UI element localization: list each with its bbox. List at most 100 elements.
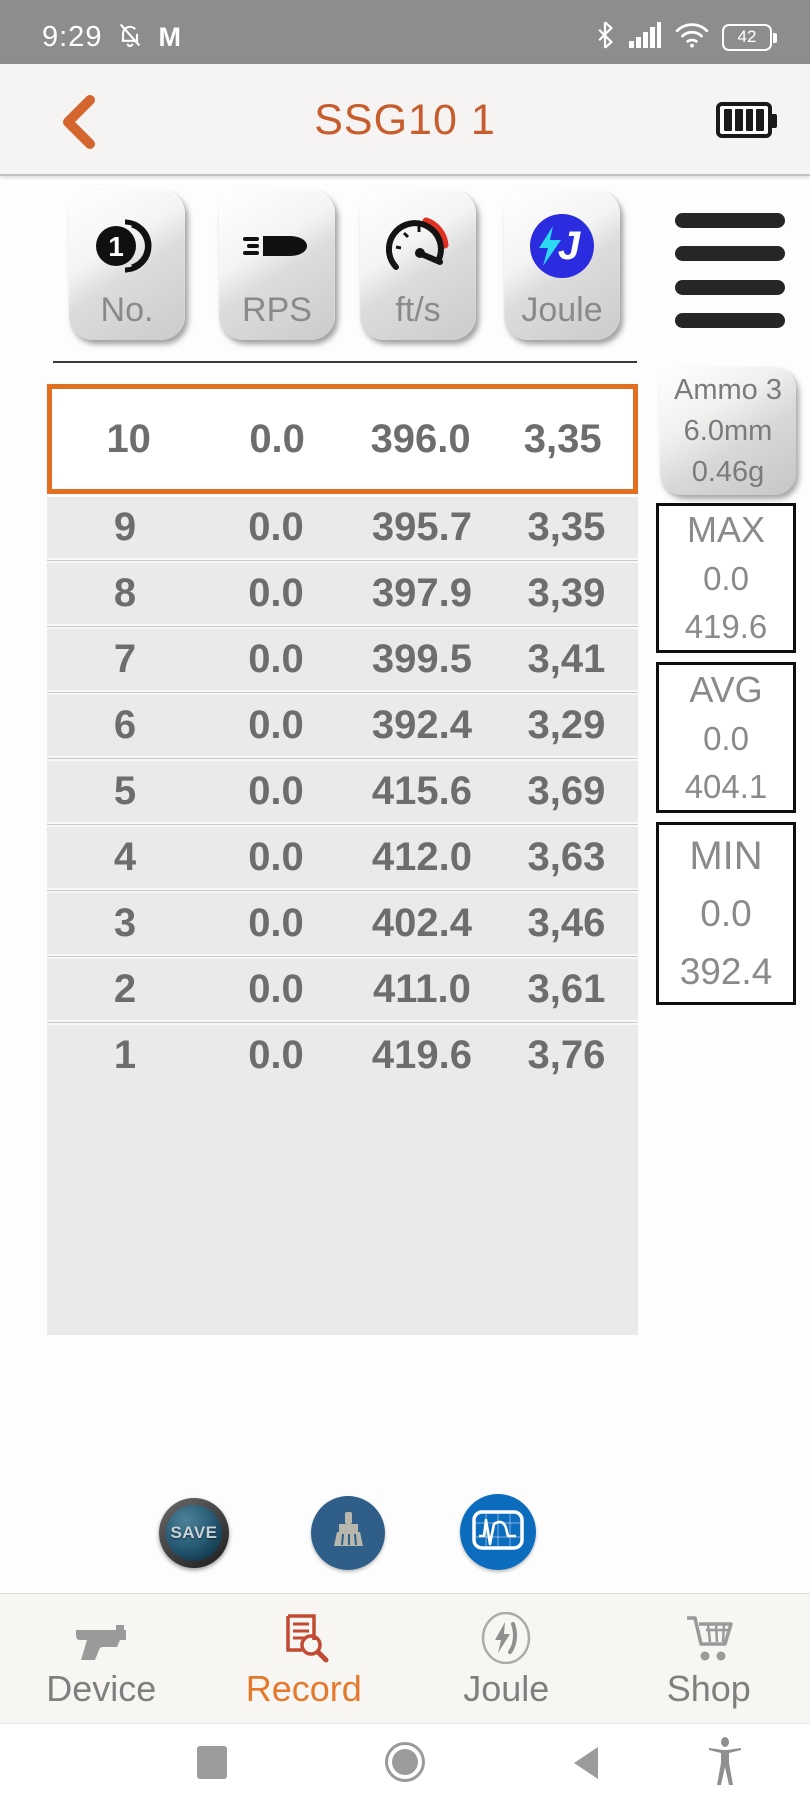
- svg-text:1: 1: [108, 231, 124, 262]
- cell-joule: 3,35: [523, 416, 602, 461]
- table-row[interactable]: 8 0.0 397.9 3,39: [47, 563, 638, 624]
- cell-no: 10: [106, 416, 151, 461]
- cell-rps: 0.0: [248, 769, 304, 813]
- stat-rps: 0.0: [703, 719, 749, 757]
- column-label: Joule: [521, 291, 603, 329]
- cell-no: 4: [113, 835, 137, 879]
- cell-no: 7: [113, 637, 137, 681]
- cell-no: 1: [113, 1033, 137, 1077]
- column-label: RPS: [242, 291, 312, 329]
- bottom-nav: Device Record: [0, 1593, 810, 1723]
- stat-box-max: MAX 0.0 419.6: [656, 503, 796, 653]
- stat-label: AVG: [689, 668, 763, 710]
- tab-shop[interactable]: Shop: [608, 1594, 810, 1723]
- recents-square-icon[interactable]: [197, 1746, 227, 1779]
- table-row[interactable]: 3 0.0 402.4 3,46: [47, 893, 638, 954]
- cell-joule: 3,29: [527, 703, 606, 747]
- status-bar: 9:29 M: [0, 0, 810, 64]
- cell-rps: 0.0: [248, 967, 304, 1011]
- table-top-divider: [53, 361, 637, 363]
- mute-bell-icon: [116, 21, 144, 54]
- cell-rps: 0.0: [248, 571, 304, 615]
- stat-box-avg: AVG 0.0 404.1: [656, 662, 796, 813]
- home-circle-icon[interactable]: [385, 1742, 425, 1782]
- stat-label: MIN: [689, 833, 763, 878]
- ammo-weight: 0.46g: [691, 455, 765, 488]
- signal-bars-icon: [628, 21, 662, 54]
- column-button-no[interactable]: 1 No.: [69, 190, 185, 340]
- accessibility-icon[interactable]: [708, 1736, 742, 1793]
- cell-no: 3: [113, 901, 137, 945]
- table-row[interactable]: 9 0.0 395.7 3,35: [47, 497, 638, 558]
- cell-joule: 3,61: [527, 967, 606, 1011]
- wifi-icon: [675, 21, 709, 54]
- gauge-icon: [386, 204, 450, 288]
- cell-rps: 0.0: [248, 835, 304, 879]
- ammo-size: 6.0mm: [683, 414, 773, 447]
- ammo-selector-button[interactable]: Ammo 3 6.0mm 0.46g: [660, 367, 796, 495]
- cell-rps: 0.0: [248, 505, 304, 549]
- bluetooth-icon: [595, 20, 615, 54]
- cell-no: 5: [113, 769, 137, 813]
- cell-joule: 3,41: [527, 637, 606, 681]
- table-row[interactable]: 4 0.0 412.0 3,63: [47, 827, 638, 888]
- shot-list: 9 0.0 395.7 3,35 8 0.0 397.9 3,39 7 0.0 …: [47, 497, 638, 1335]
- coins-icon: 1: [94, 204, 160, 288]
- back-triangle-icon[interactable]: [574, 1747, 598, 1779]
- tab-record[interactable]: Record: [203, 1594, 406, 1723]
- cell-joule: 3,35: [527, 505, 606, 549]
- joule-bolt-icon: J: [530, 204, 594, 288]
- page-title: SSG10 1: [314, 95, 496, 144]
- cell-fts: 419.6: [371, 1033, 473, 1077]
- cell-fts: 411.0: [373, 967, 471, 1011]
- cell-fts: 415.6: [371, 769, 473, 813]
- column-label: No.: [100, 291, 154, 329]
- tab-label: Record: [245, 1667, 362, 1709]
- column-button-rps[interactable]: RPS: [219, 190, 335, 340]
- column-button-joule[interactable]: J Joule: [504, 190, 620, 340]
- table-row[interactable]: 2 0.0 411.0 3,61: [47, 959, 638, 1020]
- tab-label: Device: [46, 1667, 157, 1709]
- cell-fts: 396.0: [370, 416, 471, 461]
- android-nav-bar: [0, 1723, 810, 1800]
- cell-fts: 395.7: [371, 505, 473, 549]
- column-label: ft/s: [395, 291, 441, 329]
- cell-joule: 3,63: [527, 835, 606, 879]
- stat-box-min: MIN 0.0 392.4: [656, 822, 796, 1005]
- back-button[interactable]: [58, 94, 102, 150]
- table-row[interactable]: 6 0.0 392.4 3,29: [47, 695, 638, 756]
- cell-no: 6: [113, 703, 137, 747]
- save-button[interactable]: SAVE: [159, 1498, 229, 1568]
- clear-brush-icon: [328, 1510, 368, 1557]
- cart-icon: [683, 1608, 735, 1664]
- table-row[interactable]: 1 0.0 419.6 3,76: [47, 1025, 638, 1086]
- cell-no: 2: [113, 967, 137, 1011]
- cell-joule: 3,39: [527, 571, 606, 615]
- selected-table-row[interactable]: 10 0.0 396.0 3,35: [47, 384, 638, 494]
- cell-rps: 0.0: [249, 416, 305, 461]
- clear-button[interactable]: [311, 1496, 385, 1570]
- table-row[interactable]: 5 0.0 415.6 3,69: [47, 761, 638, 822]
- table-row[interactable]: 7 0.0 399.5 3,41: [47, 629, 638, 690]
- chart-button[interactable]: [460, 1494, 536, 1570]
- stat-rps: 0.0: [700, 892, 752, 934]
- tab-label: Shop: [666, 1667, 751, 1709]
- device-battery-icon: [716, 102, 777, 138]
- cell-rps: 0.0: [248, 1033, 304, 1077]
- record-search-icon: [278, 1608, 330, 1664]
- bullet-icon: [241, 204, 313, 288]
- save-button-label: SAVE: [170, 1523, 218, 1542]
- gmail-m-icon: M: [158, 21, 181, 52]
- tab-label: Joule: [463, 1667, 550, 1709]
- cell-no: 9: [113, 505, 137, 549]
- hamburger-menu-icon[interactable]: [675, 213, 785, 328]
- column-button-fts[interactable]: ft/s: [360, 190, 476, 340]
- tab-joule[interactable]: Joule: [405, 1594, 608, 1723]
- app-header: SSG10 1: [0, 64, 810, 176]
- tab-device[interactable]: Device: [0, 1594, 203, 1723]
- battery-percent: 42: [737, 27, 757, 46]
- cell-no: 8: [113, 571, 137, 615]
- cell-joule: 3,46: [527, 901, 606, 945]
- waveform-chart-icon: [472, 1509, 524, 1555]
